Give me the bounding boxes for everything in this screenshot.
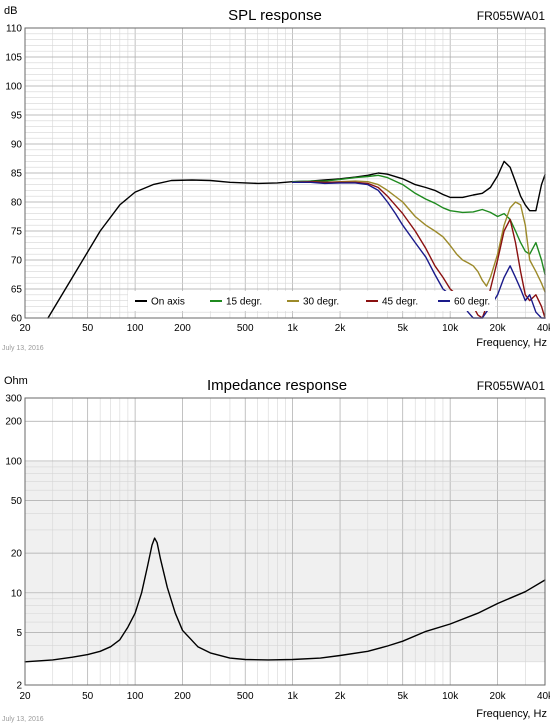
spl-y-tick-100: 100 [5, 82, 22, 93]
impedance-chart: Ohm Impedance response FR055WA01 2 5 10 20 5… [2, 375, 550, 723]
spl-legend-label-30-degr: 30 degr. [303, 297, 339, 308]
impedance-x-tick-5k: 5k [397, 691, 409, 702]
spl-legend-label-45-degr: 45 degr. [382, 297, 418, 308]
impedance-shaded-bands [25, 460, 545, 662]
spl-legend-background [128, 291, 495, 311]
impedance-y-tick-300: 300 [5, 394, 22, 405]
impedance-y-tick-5: 5 [16, 628, 22, 639]
spl-plot-frame [24, 27, 546, 319]
impedance-model-name: FR055WA01 [477, 379, 546, 393]
impedance-x-tick-1k: 1k [287, 691, 299, 702]
impedance-y-unit: Ohm [4, 375, 28, 387]
spl-x-tick-10k: 10k [442, 323, 459, 334]
spl-x-tick-20k: 20k [490, 323, 507, 334]
impedance-date-stamp: July 13, 2016 [2, 716, 44, 723]
spl-x-tick-100: 100 [127, 323, 144, 334]
spl-y-tick-60: 60 [11, 314, 23, 325]
impedance-y-tick-labels: 2 5 10 20 50 100 200 300 [5, 394, 22, 692]
spl-x-tick-500: 500 [237, 323, 254, 334]
spl-y-tick-95: 95 [11, 111, 23, 122]
spl-model-name: FR055WA01 [477, 9, 546, 23]
spl-y-tick-labels: 60 65 70 75 80 85 90 95 100 105 110 [5, 24, 22, 325]
impedance-x-tick-20k: 20k [490, 691, 507, 702]
impedance-series-impedance [24, 537, 546, 663]
impedance-plot-frame [24, 397, 546, 686]
impedance-curves [24, 537, 546, 663]
impedance-y-tick-50: 50 [11, 496, 23, 507]
impedance-shaded-band-1 [25, 592, 545, 662]
impedance-y-tick-200: 200 [5, 417, 22, 428]
spl-series-30-degr [291, 180, 546, 293]
impedance-x-tick-labels: 20 50 100 200 500 1k 2k 5k 10k 20k 40k [19, 691, 550, 702]
spl-x-tick-2k: 2k [335, 323, 347, 334]
spl-series-on-axis [47, 160, 546, 319]
impedance-y-tick-10: 10 [11, 588, 23, 599]
spl-y-tick-65: 65 [11, 285, 23, 296]
impedance-y-tick-20: 20 [11, 549, 23, 560]
spl-y-tick-105: 105 [5, 53, 22, 64]
spl-date-stamp: July 13, 2016 [2, 345, 44, 352]
spl-y-tick-80: 80 [11, 198, 23, 209]
spl-x-tick-1k: 1k [287, 323, 299, 334]
impedance-x-tick-40k: 40k [537, 691, 550, 702]
spl-x-tick-labels: 20 50 100 200 500 1k 2k 5k 10k 20k 40k [19, 323, 550, 334]
impedance-grid [25, 398, 545, 685]
impedance-x-axis-label: Frequency, Hz [476, 708, 547, 720]
spl-x-axis-label: Frequency, Hz [476, 337, 547, 349]
spl-series-15-degr [291, 174, 546, 276]
impedance-x-tick-200: 200 [174, 691, 191, 702]
impedance-chart-title: Impedance response [207, 377, 347, 394]
impedance-x-tick-500: 500 [237, 691, 254, 702]
impedance-x-tick-10k: 10k [442, 691, 459, 702]
spl-y-tick-75: 75 [11, 227, 23, 238]
spl-x-tick-200: 200 [174, 323, 191, 334]
impedance-x-tick-2k: 2k [335, 691, 347, 702]
spl-y-tick-110: 110 [6, 24, 22, 35]
impedance-shaded-band-0 [25, 460, 545, 593]
spl-x-tick-5k: 5k [397, 323, 409, 334]
spl-legend-label-15-degr: 15 degr. [226, 297, 262, 308]
spl-x-tick-50: 50 [82, 323, 94, 334]
impedance-x-tick-100: 100 [127, 691, 144, 702]
impedance-y-tick-2: 2 [16, 681, 22, 692]
spl-x-tick-20: 20 [19, 323, 31, 334]
spl-y-unit: dB [4, 5, 17, 17]
impedance-x-tick-20: 20 [19, 691, 31, 702]
spl-x-tick-40k: 40k [537, 323, 550, 334]
spl-grid [25, 28, 545, 318]
spl-chart-title: SPL response [228, 7, 322, 24]
impedance-y-tick-100: 100 [5, 456, 22, 467]
spl-legend: On axis 15 degr. 30 degr. 45 degr. 60 degr. [128, 291, 495, 311]
spl-legend-label-60-degr: 60 degr. [454, 297, 490, 308]
impedance-x-tick-50: 50 [82, 691, 94, 702]
spl-legend-label-on-axis: On axis [151, 297, 185, 308]
spl-chart: dB SPL response FR055WA01 60 65 70 75 80 85 90… [2, 5, 550, 352]
spl-y-tick-85: 85 [11, 169, 23, 180]
spl-y-tick-90: 90 [11, 140, 23, 151]
spl-y-tick-70: 70 [11, 256, 23, 267]
